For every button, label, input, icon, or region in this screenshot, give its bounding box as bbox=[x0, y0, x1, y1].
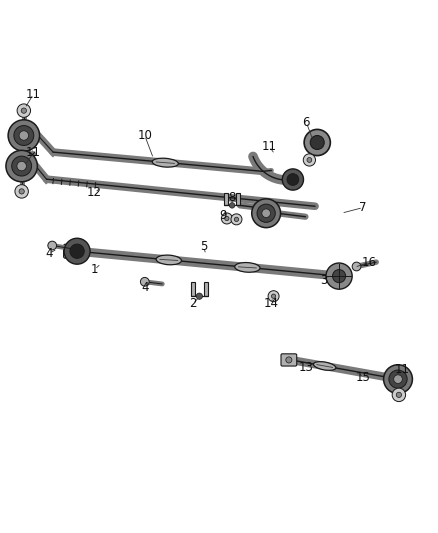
Text: 12: 12 bbox=[87, 186, 102, 199]
Circle shape bbox=[48, 241, 57, 250]
Text: 15: 15 bbox=[356, 372, 371, 384]
Circle shape bbox=[303, 154, 315, 166]
Circle shape bbox=[17, 161, 26, 171]
Text: 2: 2 bbox=[189, 297, 197, 310]
Circle shape bbox=[352, 262, 361, 271]
Circle shape bbox=[234, 217, 239, 222]
Circle shape bbox=[252, 199, 281, 228]
Circle shape bbox=[282, 169, 304, 190]
Circle shape bbox=[231, 214, 242, 225]
Circle shape bbox=[307, 158, 312, 163]
Circle shape bbox=[19, 131, 28, 140]
Text: 4: 4 bbox=[141, 281, 148, 294]
Ellipse shape bbox=[156, 255, 181, 265]
Circle shape bbox=[389, 370, 407, 388]
Circle shape bbox=[15, 184, 28, 198]
Polygon shape bbox=[204, 282, 208, 296]
Text: 6: 6 bbox=[303, 116, 310, 129]
Text: 16: 16 bbox=[362, 256, 377, 269]
Circle shape bbox=[19, 189, 24, 194]
Circle shape bbox=[304, 130, 330, 156]
Circle shape bbox=[392, 388, 406, 401]
Text: 7: 7 bbox=[359, 201, 367, 214]
Circle shape bbox=[230, 203, 235, 208]
Circle shape bbox=[257, 204, 275, 222]
Circle shape bbox=[141, 277, 149, 286]
Circle shape bbox=[17, 104, 31, 117]
Circle shape bbox=[310, 135, 324, 149]
Ellipse shape bbox=[314, 362, 336, 370]
Circle shape bbox=[196, 293, 202, 300]
Circle shape bbox=[262, 209, 271, 217]
Circle shape bbox=[384, 365, 413, 393]
Text: 3: 3 bbox=[320, 274, 328, 287]
Circle shape bbox=[12, 156, 32, 176]
Circle shape bbox=[221, 213, 233, 224]
Circle shape bbox=[64, 238, 90, 264]
Text: 1: 1 bbox=[91, 263, 98, 276]
Circle shape bbox=[225, 216, 229, 221]
Circle shape bbox=[332, 270, 346, 282]
Circle shape bbox=[326, 263, 352, 289]
Text: 13: 13 bbox=[299, 361, 314, 374]
FancyBboxPatch shape bbox=[281, 354, 297, 366]
Circle shape bbox=[394, 375, 403, 383]
Circle shape bbox=[70, 244, 84, 259]
Circle shape bbox=[286, 357, 292, 363]
Circle shape bbox=[14, 126, 34, 146]
Circle shape bbox=[272, 294, 276, 298]
Circle shape bbox=[8, 120, 39, 151]
Text: 11: 11 bbox=[26, 147, 41, 159]
Text: 9: 9 bbox=[219, 209, 227, 222]
Ellipse shape bbox=[152, 158, 178, 167]
Text: 14: 14 bbox=[264, 297, 279, 310]
Circle shape bbox=[268, 290, 279, 302]
Polygon shape bbox=[191, 282, 195, 296]
Polygon shape bbox=[224, 193, 228, 205]
Text: 5: 5 bbox=[200, 240, 208, 253]
Text: 4: 4 bbox=[45, 247, 53, 260]
Circle shape bbox=[21, 108, 26, 114]
Text: 11: 11 bbox=[26, 87, 41, 101]
Text: 11: 11 bbox=[262, 140, 277, 153]
Circle shape bbox=[6, 150, 37, 182]
Text: 10: 10 bbox=[138, 129, 152, 142]
Text: 8: 8 bbox=[228, 191, 236, 204]
FancyBboxPatch shape bbox=[64, 244, 82, 258]
Text: 11: 11 bbox=[395, 362, 410, 376]
Ellipse shape bbox=[235, 263, 260, 272]
Circle shape bbox=[396, 392, 402, 398]
Polygon shape bbox=[236, 193, 240, 205]
Circle shape bbox=[287, 174, 299, 185]
